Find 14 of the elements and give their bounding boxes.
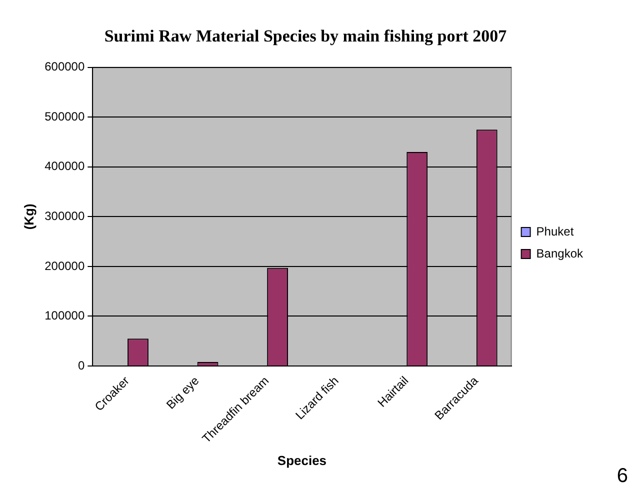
y-tick-label: 200000 [44,258,85,273]
y-tick-label: 600000 [44,60,85,74]
y-tick-label: 400000 [44,159,85,174]
y-tick-label: 100000 [44,308,85,323]
text: 6 [616,465,628,488]
y-axis-title: (Kg) [21,204,36,230]
x-axis-title: Species [277,452,327,468]
y-tick-label: 300000 [44,208,85,223]
legend-label: Phuket [536,224,574,238]
chart-title: Surimi Raw Material Species by main fishing port 2007 [104,26,508,46]
y-tick-label: 500000 [44,109,85,124]
x-tick-label: Big eye [164,373,202,412]
y-tick-label: 0 [78,358,85,372]
legend-label: Bangkok [536,246,584,260]
